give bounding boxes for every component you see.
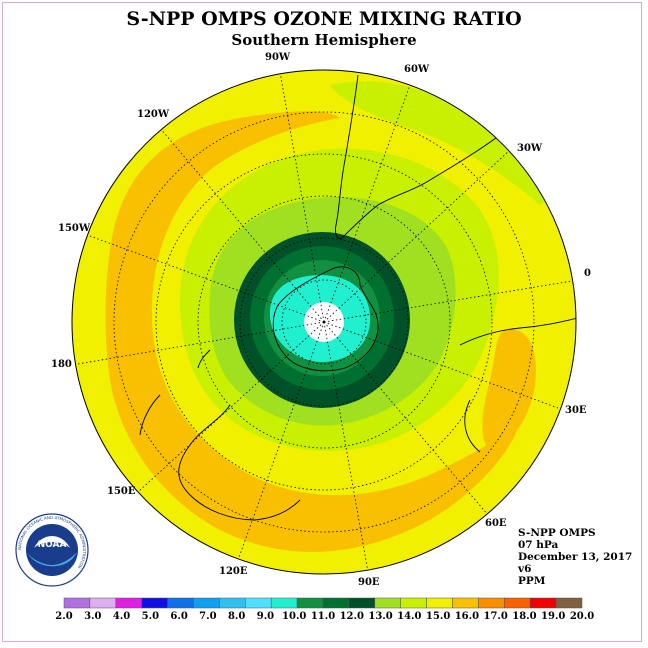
lon-label-120e: 120E bbox=[219, 566, 248, 577]
colorbar-tick-label: 10.0 bbox=[282, 611, 306, 622]
colorbar-swatch bbox=[63, 597, 91, 609]
colorbar-swatch bbox=[89, 597, 117, 609]
colorbar: 2.0 3.0 4.0 5.0 6.0 7.0 8.0 9.0 10.0 11.0 12.0 13.0… bbox=[55, 597, 594, 622]
colorbar-tick-label: 13.0 bbox=[368, 611, 392, 622]
map-subtitle: Southern Hemisphere bbox=[231, 31, 417, 49]
graticule-circles bbox=[113, 111, 535, 533]
colorbar-swatch bbox=[555, 597, 583, 609]
ozone-patch-orange-east bbox=[482, 329, 536, 450]
info-pressure: 07 hPa bbox=[518, 539, 559, 551]
map-title: S-NPP OMPS OZONE MIXING RATIO bbox=[126, 8, 522, 30]
colorbar-tick-label: 19.0 bbox=[541, 611, 565, 622]
lon-label-60e: 60E bbox=[485, 518, 507, 529]
page-frame bbox=[2, 2, 642, 642]
lon-label-150e: 150E bbox=[107, 486, 136, 497]
colorbar-tick-label: 4.0 bbox=[113, 611, 130, 622]
colorbar-tick-label: 12.0 bbox=[340, 611, 364, 622]
colorbar-tick-label: 16.0 bbox=[455, 611, 479, 622]
coastlines bbox=[139, 74, 576, 521]
lon-label-30w: 30W bbox=[517, 143, 543, 154]
colorbar-swatch bbox=[426, 597, 453, 609]
colorbar-tick-label: 11.0 bbox=[311, 611, 335, 622]
colorbar-tick-label: 20.0 bbox=[570, 611, 594, 622]
colorbar-swatch bbox=[504, 597, 531, 609]
info-version: v6 bbox=[518, 563, 532, 575]
ozone-band-lightgreen-north bbox=[330, 81, 546, 205]
colorbar-swatch bbox=[374, 597, 401, 609]
info-date: December 13, 2017 bbox=[518, 551, 633, 563]
info-instrument: S-NPP OMPS bbox=[518, 527, 596, 539]
colorbar-swatch bbox=[529, 597, 557, 609]
globe-outline bbox=[71, 69, 577, 575]
colorbar-swatch bbox=[167, 597, 194, 609]
colorbar-tick-label: 9.0 bbox=[257, 611, 274, 622]
lon-label-90e: 90E bbox=[358, 577, 380, 588]
colorbar-tick-label: 5.0 bbox=[142, 611, 159, 622]
colorbar-swatch bbox=[296, 597, 324, 609]
colorbar-swatch bbox=[141, 597, 168, 609]
colorbar-swatch bbox=[270, 597, 298, 609]
colorbar-tick-label: 15.0 bbox=[426, 611, 450, 622]
colorbar-tick-label: 18.0 bbox=[512, 611, 536, 622]
lon-label-30e: 30E bbox=[565, 405, 587, 416]
info-block: S-NPP OMPS 07 hPa December 13, 2017 v6 P… bbox=[518, 527, 632, 587]
lon-label-90w: 90W bbox=[265, 52, 291, 63]
colorbar-swatch bbox=[452, 597, 479, 609]
colorbar-swatch bbox=[478, 597, 505, 609]
colorbar-tick-label: 14.0 bbox=[397, 611, 421, 622]
colorbar-tick-label: 7.0 bbox=[199, 611, 216, 622]
colorbar-swatch bbox=[245, 597, 272, 609]
colorbar-swatch bbox=[322, 597, 350, 609]
colorbar-tick-label: 17.0 bbox=[483, 611, 507, 622]
lon-label-60w: 60W bbox=[404, 64, 430, 75]
lon-label-150w: 150W bbox=[58, 223, 91, 234]
colorbar-swatch bbox=[115, 597, 142, 609]
lon-label-180: 180 bbox=[51, 359, 72, 370]
colorbar-swatch bbox=[400, 597, 427, 609]
lon-label-120w: 120W bbox=[137, 109, 170, 120]
colorbar-tick-label: 3.0 bbox=[84, 611, 101, 622]
colorbar-tick-label: 2.0 bbox=[55, 611, 72, 622]
info-units: PPM bbox=[518, 575, 546, 587]
graticule-meridians bbox=[72, 71, 576, 573]
colorbar-swatch bbox=[348, 597, 376, 609]
colorbar-tick-label: 8.0 bbox=[228, 611, 245, 622]
lon-label-0: 0 bbox=[584, 268, 591, 279]
colorbar-swatch bbox=[193, 597, 220, 609]
colorbar-tick-label: 6.0 bbox=[170, 611, 187, 622]
colorbar-swatch bbox=[219, 597, 246, 609]
